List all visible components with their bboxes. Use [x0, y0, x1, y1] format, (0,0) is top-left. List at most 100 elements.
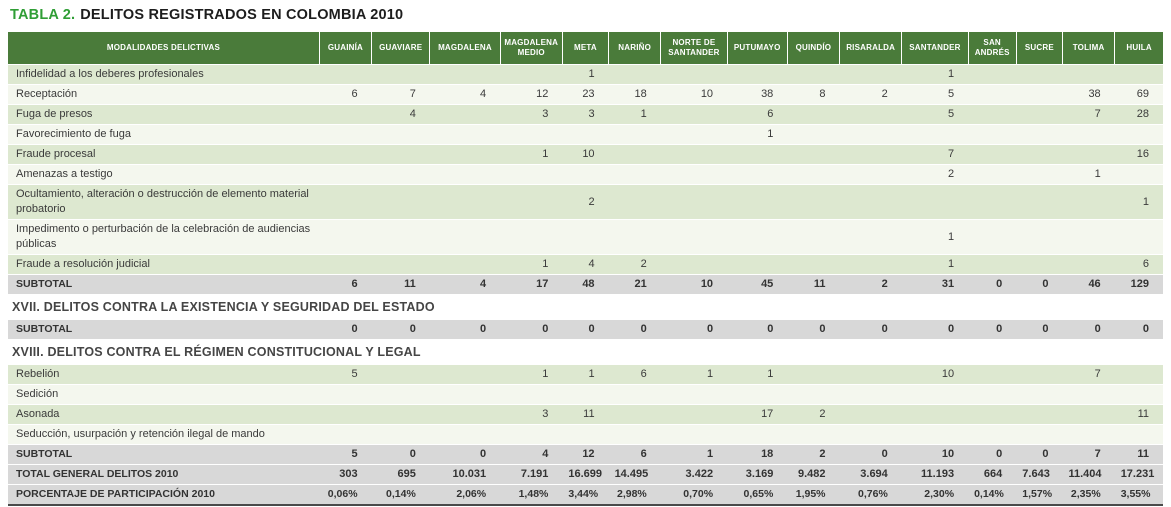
value-cell	[319, 254, 372, 275]
value-cell	[968, 384, 1017, 405]
value-cell: 6	[319, 274, 372, 295]
row-label: Sedición	[8, 384, 320, 405]
column-header: MAGDALENA	[429, 32, 501, 65]
value-cell	[787, 254, 840, 275]
value-cell: 1	[608, 104, 661, 125]
data-row: Receptación 6 7 4 12 23 18 10 38 8 2 5 38 69	[8, 84, 1163, 105]
value-cell	[660, 254, 728, 275]
value-cell	[500, 164, 563, 185]
value-cell: 4	[500, 444, 563, 465]
value-cell: 2	[839, 274, 902, 295]
value-cell: 2,30%	[901, 484, 969, 506]
value-cell: 2	[608, 254, 661, 275]
value-cell: 18	[727, 444, 788, 465]
value-cell	[371, 364, 430, 385]
value-cell	[968, 124, 1017, 145]
value-cell	[371, 164, 430, 185]
column-header: SUCRE	[1016, 32, 1063, 65]
value-cell	[1016, 144, 1063, 165]
value-cell	[608, 384, 661, 405]
total-row: TOTAL GENERAL DELITOS 2010 303 695 10.031 7.…	[8, 464, 1163, 485]
data-row: Sedición	[8, 384, 1163, 405]
value-cell	[968, 424, 1017, 445]
value-cell: 11	[1114, 404, 1163, 425]
value-cell	[608, 184, 661, 220]
value-cell: 4	[371, 104, 430, 125]
value-cell: 11.193	[901, 464, 969, 485]
value-cell: 0	[608, 319, 661, 340]
value-cell	[608, 144, 661, 165]
value-cell: 28	[1114, 104, 1163, 125]
value-cell	[371, 184, 430, 220]
value-cell	[1016, 404, 1063, 425]
value-cell	[787, 384, 840, 405]
value-cell	[429, 104, 501, 125]
value-cell: 1	[901, 64, 969, 85]
value-cell: 0	[319, 319, 372, 340]
value-cell	[901, 404, 969, 425]
value-cell	[727, 184, 788, 220]
value-cell	[787, 424, 840, 445]
value-cell	[839, 144, 902, 165]
value-cell	[319, 384, 372, 405]
value-cell: 10	[562, 144, 609, 165]
value-cell	[968, 164, 1017, 185]
column-header: SANTANDER	[901, 32, 969, 65]
value-cell: 0,14%	[371, 484, 430, 506]
value-cell	[839, 404, 902, 425]
data-row: Infidelidad a los deberes profesionales 1…	[8, 64, 1163, 85]
value-cell: 8	[787, 84, 840, 105]
value-cell: 1,95%	[787, 484, 840, 506]
crimes-table: MODALIDADES DELICTIVAS GUAINÍA GUAVIARE MAG…	[8, 32, 1163, 506]
value-cell	[1016, 364, 1063, 385]
value-cell	[608, 164, 661, 185]
value-cell: 10	[901, 444, 969, 465]
value-cell: 0	[1016, 444, 1063, 465]
value-cell	[787, 164, 840, 185]
value-cell	[1062, 219, 1115, 255]
value-cell: 0	[1016, 319, 1063, 340]
row-label: Favorecimiento de fuga	[8, 124, 320, 145]
value-cell: 0,14%	[968, 484, 1017, 506]
value-cell	[839, 184, 902, 220]
value-cell	[319, 104, 372, 125]
value-cell	[429, 164, 501, 185]
value-cell	[429, 424, 501, 445]
value-cell: 6	[608, 364, 661, 385]
value-cell	[500, 184, 563, 220]
value-cell: 10	[660, 84, 728, 105]
value-cell	[429, 219, 501, 255]
value-cell	[1016, 254, 1063, 275]
value-cell	[1062, 384, 1115, 405]
value-cell: 4	[429, 84, 501, 105]
value-cell: 2	[562, 184, 609, 220]
value-cell: 2	[787, 444, 840, 465]
column-header-modalidades: MODALIDADES DELICTIVAS	[8, 32, 320, 65]
value-cell	[562, 219, 609, 255]
value-cell	[839, 364, 902, 385]
value-cell: 0	[660, 319, 728, 340]
value-cell	[727, 384, 788, 405]
value-cell: 14.495	[608, 464, 661, 485]
value-cell	[660, 144, 728, 165]
table-number: TABLA 2.	[10, 7, 76, 23]
value-cell: 0	[787, 319, 840, 340]
value-cell	[727, 164, 788, 185]
value-cell	[968, 219, 1017, 255]
value-cell: 1,57%	[1016, 484, 1063, 506]
value-cell	[839, 424, 902, 445]
value-cell	[1114, 384, 1163, 405]
value-cell: 1	[500, 364, 563, 385]
value-cell	[562, 164, 609, 185]
value-cell	[660, 164, 728, 185]
subtotal-row: SUBTOTAL 5 0 0 4 12 6 1 18 2 0 10 0 0 7 11	[8, 444, 1163, 465]
value-cell	[1062, 124, 1115, 145]
value-cell	[319, 404, 372, 425]
value-cell: 4	[429, 274, 501, 295]
value-cell: 5	[901, 104, 969, 125]
value-cell: 303	[319, 464, 372, 485]
value-cell	[429, 254, 501, 275]
value-cell: 3,55%	[1114, 484, 1163, 506]
value-cell	[968, 254, 1017, 275]
value-cell	[1114, 164, 1163, 185]
